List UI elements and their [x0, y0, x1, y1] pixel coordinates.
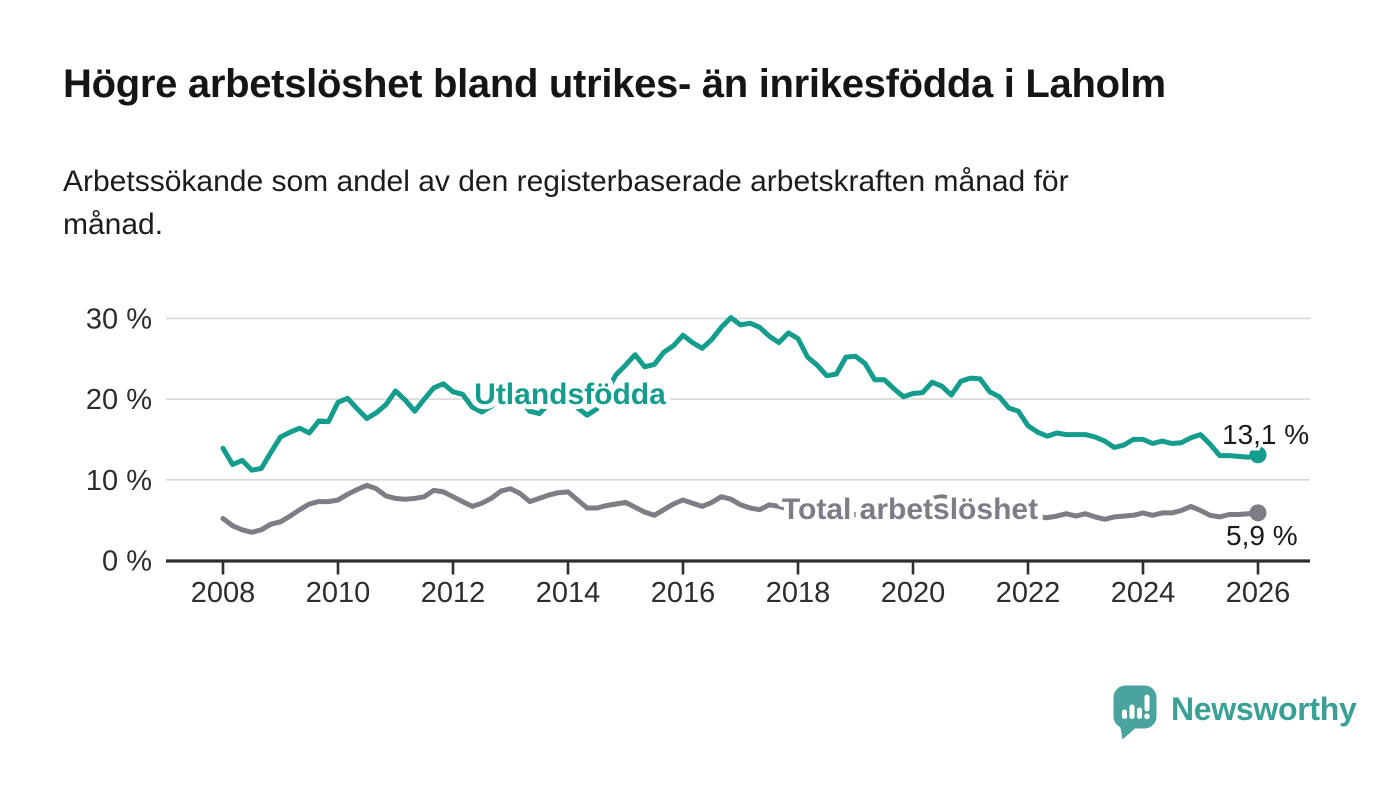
- logo-bar-2: [1129, 704, 1135, 719]
- line-chart: 0 % 10 % 20 % 30 % 2008 2010 2012 2014 2016 2018 2…: [85, 303, 1310, 609]
- x-tick-label-2012: 2012: [421, 577, 486, 609]
- series-label-total: Total arbetslöshet: [782, 493, 1038, 526]
- logo-bar-1: [1122, 709, 1127, 719]
- series-end-dot-utlandsfodda: [1249, 446, 1267, 464]
- x-tick-label-2016: 2016: [651, 577, 716, 609]
- x-tick-label-2022: 2022: [996, 577, 1061, 609]
- x-tick-label-2008: 2008: [191, 577, 256, 609]
- series-end-value-total: 5,9 %: [1226, 520, 1298, 551]
- page-title: Högre arbetslöshet bland utrikes- än inr…: [63, 62, 1166, 106]
- x-tick-label-2024: 2024: [1111, 577, 1176, 609]
- series-line-utlandsfodda: [220, 315, 1261, 473]
- x-tick-label-2020: 2020: [881, 577, 946, 609]
- subtitle-line-1: Arbetssökande som andel av den registerb…: [63, 165, 1069, 198]
- x-tick-label-2018: 2018: [766, 577, 831, 609]
- series-end-value-utlandsfodda: 13,1 %: [1222, 419, 1309, 450]
- y-tick-label-0: 0 %: [102, 546, 152, 578]
- series-label-utlandsfodda: Utlandsfödda: [474, 378, 666, 411]
- x-tick-label-2010: 2010: [306, 577, 371, 609]
- x-tick-label-2026: 2026: [1226, 577, 1291, 609]
- subtitle-line-2: månad.: [63, 208, 164, 241]
- y-tick-label-10: 10 %: [86, 465, 152, 497]
- series-end-dot-total: [1249, 504, 1267, 522]
- logo-bubble-tail: [1120, 725, 1135, 740]
- brand-footer: Newsworthy: [1112, 684, 1357, 740]
- x-tick-label-2014: 2014: [536, 577, 601, 609]
- logo-exclamation-dot: [1144, 713, 1150, 720]
- series-line-total: [220, 482, 1261, 535]
- y-tick-label-20: 20 %: [86, 384, 152, 416]
- logo-exclamation-bar: [1144, 694, 1150, 712]
- chart-subtitle: Arbetssökande som andel av den registerb…: [63, 160, 1069, 246]
- brand-name: Newsworthy: [1171, 691, 1357, 727]
- newsworthy-logo-icon: [1113, 685, 1157, 740]
- logo-bar-3: [1137, 707, 1142, 719]
- logo-bubble: [1113, 685, 1157, 729]
- y-tick-label-30: 30 %: [86, 303, 152, 335]
